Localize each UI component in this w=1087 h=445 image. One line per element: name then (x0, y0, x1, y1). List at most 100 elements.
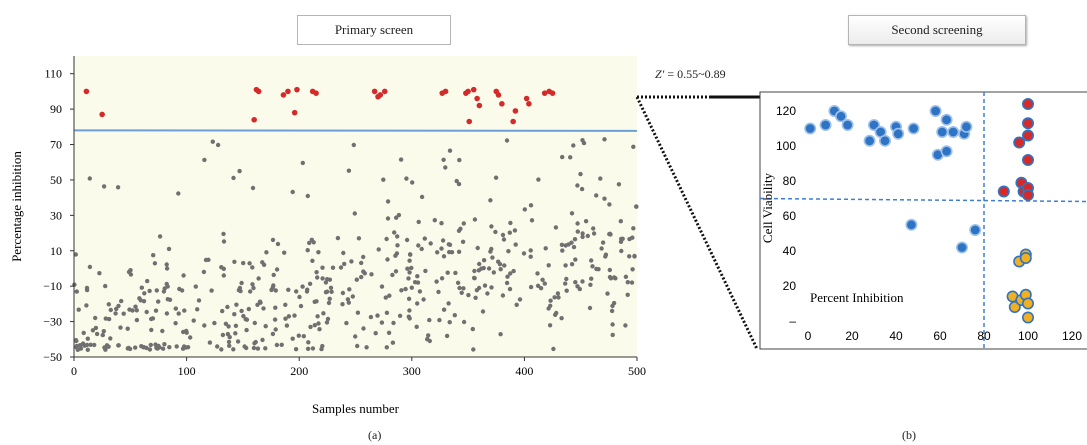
inactive-point (320, 265, 325, 270)
inactive-point (342, 261, 347, 267)
inactive-point (164, 262, 169, 267)
horizontal-guide (759, 197, 1087, 203)
inactive-point (605, 291, 610, 296)
inactive-point (517, 297, 523, 302)
inactive-point (310, 258, 315, 263)
inactive-point (600, 240, 606, 245)
inactive-point (447, 148, 453, 153)
hit-point (523, 95, 530, 102)
inactive-point (444, 333, 450, 339)
inactive-point (399, 288, 404, 293)
inactive-point (522, 207, 527, 212)
inactive-point (396, 212, 402, 218)
inactive-point (598, 176, 603, 181)
inactive-point (182, 308, 187, 313)
inactive-point (85, 336, 91, 341)
inactive-point (502, 263, 507, 268)
inactive-point (118, 325, 123, 330)
inactive-point (588, 282, 593, 287)
inactive-point (361, 269, 366, 274)
inactive-point (316, 250, 321, 255)
inactive-point (261, 306, 266, 311)
inactive-point (167, 345, 172, 350)
inactive-point (176, 311, 181, 316)
inactive-point (435, 250, 440, 255)
inactive-point (327, 277, 333, 282)
viability-point (907, 122, 920, 135)
inactive-point (393, 253, 398, 258)
y-tick-label-b: 120 (776, 104, 796, 118)
inactive-point (237, 168, 242, 174)
inactive-point (599, 246, 604, 251)
inactive-point (471, 347, 476, 352)
inactive-point (103, 316, 109, 321)
inactive-point (475, 245, 480, 251)
inactive-point (301, 334, 306, 339)
inactive-point (250, 185, 256, 191)
inactive-point (498, 267, 503, 272)
inactive-point (603, 252, 609, 257)
inactive-point (490, 255, 495, 260)
inactive-point (304, 289, 310, 294)
inactive-point (347, 287, 352, 292)
inactive-point (293, 347, 299, 352)
inactive-point (320, 343, 325, 349)
inactive-point (315, 275, 320, 280)
inactive-point (324, 289, 330, 294)
inactive-point (497, 262, 503, 267)
inactive-point (453, 270, 458, 276)
inactive-point (512, 228, 518, 233)
inactive-point (536, 177, 541, 182)
inactive-point (511, 268, 516, 274)
inactive-point (290, 336, 295, 341)
viability-point (819, 119, 832, 132)
inactive-point (253, 339, 258, 345)
inactive-point (528, 284, 534, 290)
inactive-point (153, 308, 159, 313)
inactive-point (209, 288, 214, 293)
inactive-point (390, 272, 395, 278)
inactive-point (569, 240, 574, 245)
inactive-point (493, 175, 499, 180)
inactive-point (310, 346, 316, 351)
inactive-point (202, 157, 207, 163)
inactive-point (340, 290, 346, 296)
inactive-point (493, 229, 498, 235)
hit-point (474, 95, 480, 102)
inactive-point (284, 323, 290, 328)
y-tick-label: 70 (50, 138, 62, 152)
x-tick-label-b: 60 (933, 329, 947, 343)
inactive-point (114, 306, 119, 312)
inactive-point (564, 288, 569, 293)
inactive-point (501, 237, 507, 242)
y-tick-label-b: 80 (783, 174, 797, 188)
inactive-point (151, 253, 156, 258)
inactive-point (346, 300, 351, 305)
inactive-point (355, 310, 361, 315)
inactive-point (103, 283, 108, 289)
inactive-point (559, 316, 564, 321)
inactive-point (437, 317, 442, 323)
inactive-point (130, 308, 135, 313)
inactive-point (101, 184, 107, 189)
inactive-point (113, 311, 118, 316)
x-axis-label: Samples number (312, 401, 400, 416)
y-tick-label: 110 (44, 67, 62, 81)
inactive-point (441, 307, 447, 312)
inactive-point (263, 324, 268, 329)
inactive-point (108, 336, 113, 341)
inactive-point (426, 333, 431, 338)
inactive-point (139, 285, 144, 290)
inactive-point (330, 265, 336, 270)
inactive-point (607, 231, 612, 237)
inactive-point (447, 320, 452, 325)
inactive-point (376, 247, 381, 252)
inactive-point (181, 273, 186, 278)
inactive-point (508, 220, 513, 226)
inactive-point (275, 241, 281, 247)
x-axis-ticks-b: 0 20 40 60 80 100 120 (805, 329, 1083, 343)
inactive-point (447, 242, 453, 247)
inactive-point (164, 281, 169, 287)
inactive-point (87, 264, 93, 270)
inactive-point (297, 294, 302, 300)
